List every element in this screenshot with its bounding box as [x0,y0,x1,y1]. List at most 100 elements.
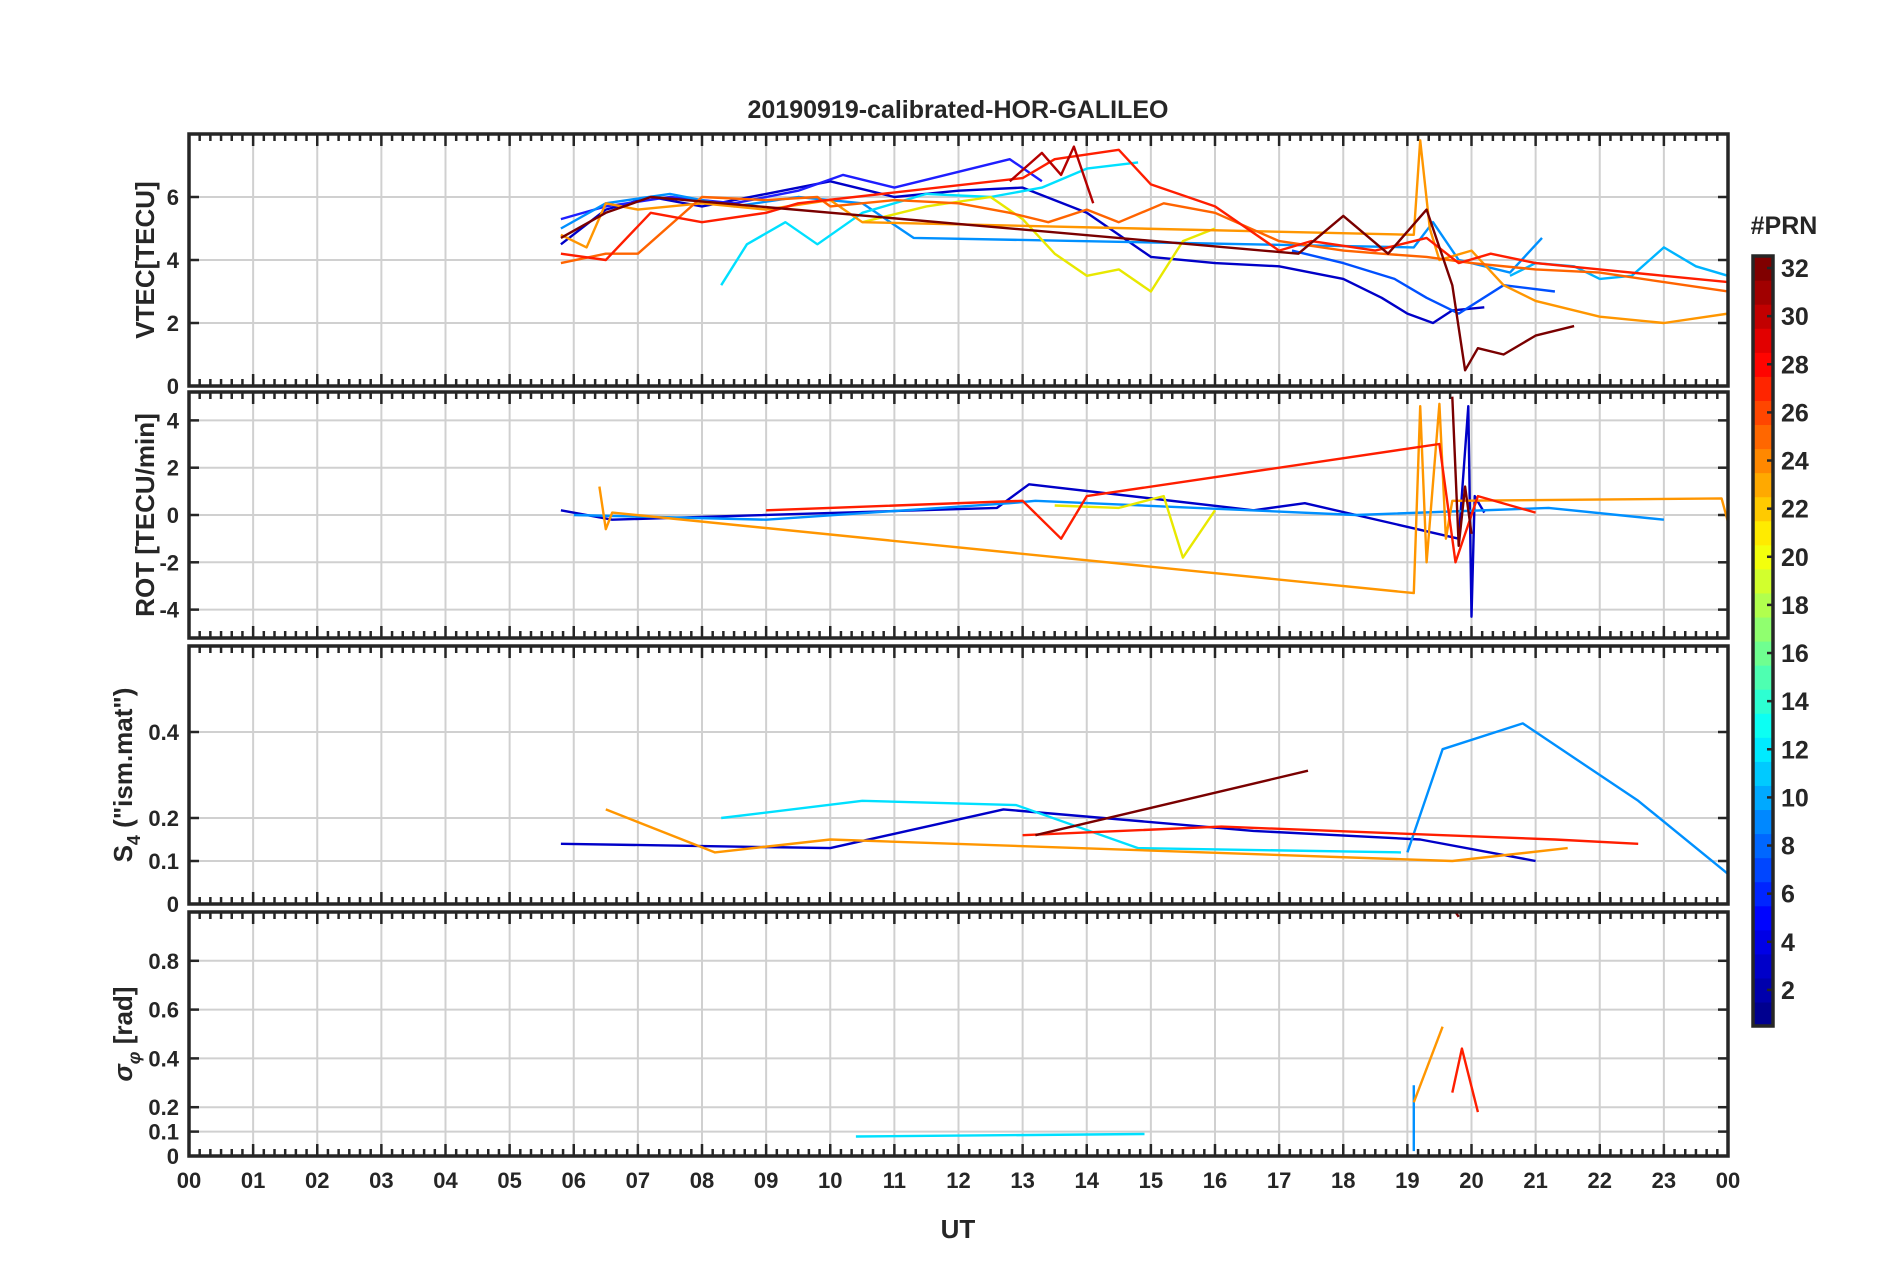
colorbar-segment [1753,400,1773,426]
colorbar-tick-label: 32 [1781,255,1809,283]
y-tick-label: -4 [159,598,179,623]
colorbar-tick-label: 4 [1781,929,1795,957]
x-tick-label: 01 [241,1168,265,1193]
colorbar-segment [1753,809,1773,835]
y-axis-label: S4 ("ism.mat") [108,688,144,863]
y-tick-label: 0 [167,374,179,399]
x-tick-label: 17 [1267,1168,1291,1193]
x-tick-label: 16 [1203,1168,1227,1193]
colorbar-segment [1753,1001,1773,1027]
series-prn-22 [605,808,1568,863]
colorbar-tick-label: 24 [1781,448,1809,476]
y-tick-label: 0.8 [148,949,179,974]
series-prn-13 [720,161,1139,286]
colorbar-tick-label: 28 [1781,351,1809,379]
y-tick-label: 0.6 [148,998,179,1023]
axes-box [187,132,1730,388]
colorbar-segment [1753,544,1773,570]
series-group [855,912,1480,1152]
colorbar-tick-label: 30 [1781,303,1809,331]
colorbar-segment [1753,472,1773,498]
colorbar-segment [1753,592,1773,618]
series-prn-32 [1035,769,1309,837]
x-tick-label: 09 [754,1168,778,1193]
colorbar-segment [1753,761,1773,786]
x-tick-label: 19 [1395,1168,1419,1193]
colorbar-segment [1753,665,1773,690]
series-prn-22 [560,139,1728,325]
series-group [560,396,1728,618]
x-tick-label: 00 [177,1168,201,1193]
series-prn-28 [766,442,1536,564]
colorbar-segment [1753,496,1773,522]
y-tick-label: 0.4 [148,720,179,745]
colorbar-segment [1753,689,1773,714]
y-axis-label: ROT [TECU/min] [130,413,160,617]
x-tick-label: 06 [562,1168,586,1193]
y-tick-label: 0.4 [148,1046,179,1071]
series-prn-28 [1022,825,1639,845]
series-prn-13 [855,1132,1145,1138]
colorbar-segment [1753,857,1773,883]
y-tick-label: 2 [167,311,179,336]
colorbar-segment [1753,376,1773,401]
x-tick-label: 07 [626,1168,650,1193]
series-prn-19 [1054,494,1216,559]
colorbar-tick-label: 8 [1781,833,1795,861]
series-prn-32 [560,195,1575,372]
y-tick-label: 4 [167,408,180,433]
axes-box [187,910,1730,1158]
x-tick-label: 21 [1523,1168,1547,1193]
y-tick-label: 4 [167,248,180,273]
y-tick-label: 0 [167,503,179,528]
series-prn-22 [598,402,1728,595]
y-tick-label: 6 [167,185,179,210]
series-prn-32 [1451,396,1473,547]
colorbar-segment [1753,881,1773,907]
x-tick-label: 15 [1139,1168,1163,1193]
x-tick-label: 13 [1010,1168,1034,1193]
x-tick-label: 20 [1459,1168,1483,1193]
series-prn-9 [573,499,1665,521]
colorbar-segment [1753,256,1773,281]
x-tick-label: 04 [433,1168,458,1193]
colorbar-segment [1753,352,1773,377]
panel-sigma_phi: 00.10.2 0.4 0.6 0.8σφ [rad] [108,910,1730,1169]
y-axis-label: σφ [rad] [108,987,144,1082]
series-prn-9 [1406,722,1728,875]
x-tick-label: 02 [305,1168,329,1193]
series-prn-19 [862,195,1216,293]
x-tick-label: 08 [690,1168,714,1193]
axes-box [187,390,1730,640]
colorbar-segment [1753,785,1773,811]
x-tick-label: 12 [946,1168,970,1193]
y-tick-label: 0 [167,1144,179,1169]
colorbar-tick-label: 26 [1781,399,1809,427]
colorbar-tick-label: 12 [1781,736,1809,764]
x-tick-label: 22 [1588,1168,1612,1193]
x-tick-label: 05 [497,1168,521,1193]
colorbar-tick-label: 22 [1781,496,1809,524]
colorbar-segment [1753,328,1773,353]
x-tick-label: 14 [1075,1168,1100,1193]
x-tick-label: 00 [1716,1168,1740,1193]
series-prn-2 [560,808,1536,863]
series-group [560,139,1728,372]
panel-rot: -4 -2 0 2 4 ROT [TECU/min] [130,390,1730,640]
series-prn-28 [1451,1047,1480,1113]
panel-vtec: 0 2 4 6 VTEC[TECU] [130,132,1730,399]
series-prn-28 [560,148,1728,284]
series-group [560,722,1728,875]
chart-title: 20190919-calibrated-HOR-GALILEO [748,96,1169,124]
series-prn-30 [1009,145,1095,204]
axes-box [187,644,1730,906]
x-tick-label: 10 [818,1168,842,1193]
x-tick-label: 11 [883,1168,906,1193]
colorbar-segment [1753,448,1773,474]
colorbar-segment [1753,280,1773,305]
colorbar-tick-label: 2 [1781,977,1795,1005]
colorbar-label: #PRN [1751,212,1818,240]
